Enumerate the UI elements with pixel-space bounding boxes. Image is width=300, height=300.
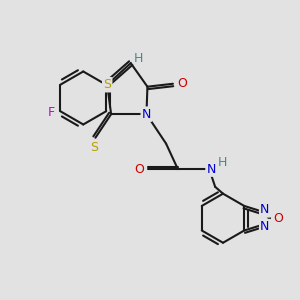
Text: O: O — [135, 163, 145, 176]
Text: N: N — [260, 203, 270, 216]
Text: F: F — [48, 106, 55, 119]
Text: N: N — [142, 108, 151, 121]
Text: O: O — [274, 212, 284, 225]
Text: S: S — [103, 78, 111, 91]
Text: N: N — [260, 220, 270, 233]
Text: O: O — [177, 77, 187, 90]
Text: N: N — [206, 163, 216, 176]
Text: H: H — [134, 52, 143, 65]
Text: S: S — [90, 141, 98, 154]
Text: H: H — [217, 156, 227, 169]
